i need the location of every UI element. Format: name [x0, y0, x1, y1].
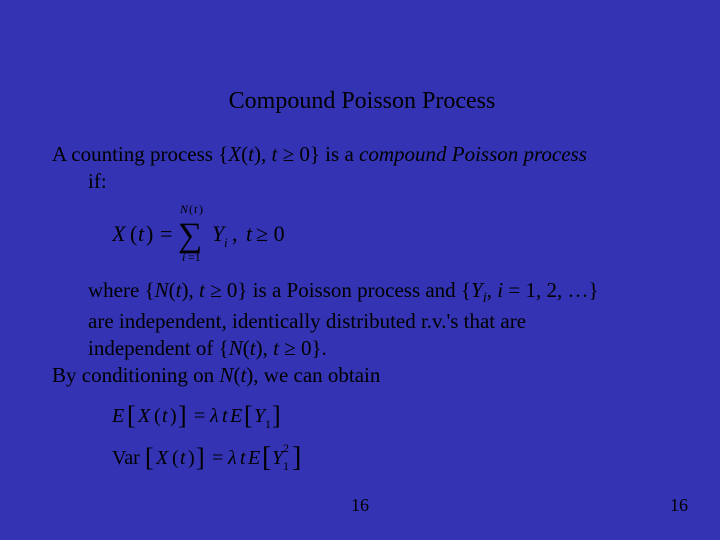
f2-sub1: 1: [265, 417, 271, 431]
sigma-icon: ∑: [178, 217, 202, 254]
f3-eq: =: [212, 447, 223, 469]
content-area: Compound Poisson Process A counting proc…: [52, 88, 672, 492]
f2-rbr: ]: [178, 401, 187, 430]
page-number-center: 16: [0, 495, 720, 516]
f1-Yi: i: [224, 235, 228, 250]
f1-lparen: (: [130, 221, 137, 246]
text: (: [169, 278, 176, 302]
var-N: N: [219, 363, 233, 387]
f2-lp: (: [154, 405, 161, 427]
conditioning-line: By conditioning on N(t), we can obtain: [52, 362, 672, 389]
f3-X: X: [155, 447, 169, 469]
text: ),: [182, 278, 200, 302]
if-line: if:: [88, 168, 672, 195]
f3-lp: (: [172, 447, 179, 469]
slide: Compound Poisson Process A counting proc…: [0, 0, 720, 540]
var-Y: Y: [471, 278, 483, 302]
f2-lambda: λ: [209, 405, 219, 427]
text: ),: [256, 336, 274, 360]
formula-sum: X ( t ) = ∑ N ( t ) i =1 Y: [112, 201, 672, 263]
f3-sup2: 2: [283, 441, 289, 455]
text: ≥ 0}.: [284, 336, 327, 360]
where-line1: where {N(t), t ≥ 0} is a Poisson process…: [88, 277, 672, 308]
text: ),: [254, 142, 272, 166]
var-i: i: [497, 278, 508, 302]
f3-Var: Var: [112, 447, 140, 469]
var-N: N: [155, 278, 169, 302]
f1-upper-rp: ): [199, 202, 203, 216]
intro-line: A counting process {X(t), t ≥ 0} is a co…: [52, 141, 672, 168]
text: (: [243, 336, 250, 360]
text: ), we can obtain: [246, 363, 380, 387]
text: A counting process {: [52, 142, 228, 166]
slide-title: Compound Poisson Process: [52, 88, 672, 115]
f1-upper-lp: (: [189, 202, 193, 216]
f2-eq: =: [194, 405, 205, 427]
f3-sub1: 1: [283, 459, 289, 473]
f1-upper-N: N: [179, 202, 189, 216]
f3-rbr: ]: [196, 443, 205, 472]
formula-expectation: E [ X ( t ) ] = λ t E [ Y 1 ]: [112, 398, 672, 434]
f2-t2: t: [222, 405, 228, 427]
f3-E: E: [247, 447, 260, 469]
f2-lbr2: [: [244, 401, 253, 430]
f2-rp: ): [170, 405, 177, 427]
f1-t2: t: [246, 221, 253, 246]
emph-cpp: compound Poisson process: [359, 142, 587, 166]
f1-X: X: [112, 221, 127, 246]
var-t: t: [271, 142, 282, 166]
f3-t: t: [180, 447, 186, 469]
page-number-right: 16: [670, 495, 688, 516]
text: = 1, 2, …}: [508, 278, 598, 302]
f2-E2: E: [229, 405, 242, 427]
var-N: N: [229, 336, 243, 360]
f1-rparen: ): [146, 221, 153, 246]
f2-lbr: [: [127, 401, 136, 430]
f3-lbr: [: [145, 443, 154, 472]
text: ≥ 0} is a Poisson process and {: [210, 278, 471, 302]
f2-X: X: [137, 405, 151, 427]
text: ,: [487, 278, 498, 302]
f2-rbr2: ]: [272, 401, 281, 430]
f1-ge0: ≥ 0: [256, 221, 285, 246]
var-X: X: [228, 142, 241, 166]
var-t: t: [199, 278, 210, 302]
f3-t2: t: [240, 447, 246, 469]
text: independent of {: [88, 336, 229, 360]
f3-lambda: λ: [227, 447, 237, 469]
where-line2: are independent, identically distributed…: [88, 308, 672, 335]
f3-rbr2: ]: [292, 442, 301, 473]
f1-comma: ,: [232, 221, 238, 246]
text: ≥ 0} is a: [283, 142, 359, 166]
f1-eq: =: [160, 221, 172, 246]
f3-lbr2: [: [262, 442, 271, 473]
f2-E: E: [112, 405, 124, 427]
f1-t: t: [138, 221, 145, 246]
text: where {: [88, 278, 155, 302]
f1-lower-i: i: [182, 250, 185, 263]
where-line3: independent of {N(t), t ≥ 0}.: [88, 335, 672, 362]
f1-upper-t: t: [194, 202, 198, 216]
formula-variance: Var [ X ( t ) ] = λ t E [ Y 1 2 ]: [112, 438, 672, 478]
f1-lower-eq1: =1: [188, 250, 201, 263]
text: By conditioning on: [52, 363, 219, 387]
f3-rp: ): [188, 447, 195, 469]
f2-t: t: [162, 405, 168, 427]
var-t: t: [273, 336, 284, 360]
